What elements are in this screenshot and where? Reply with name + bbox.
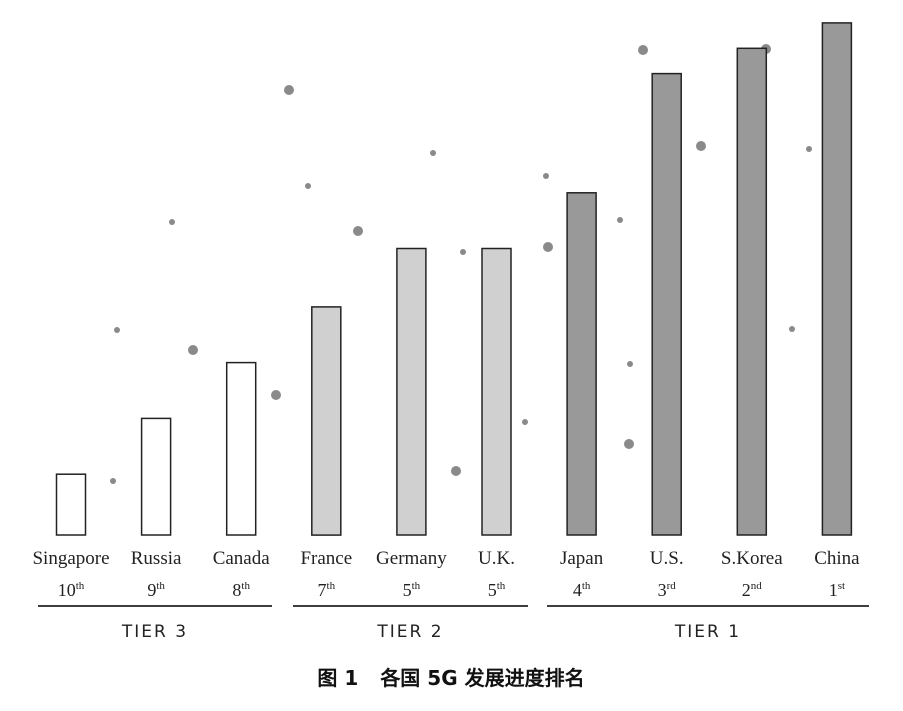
bar-canada (225, 361, 257, 536)
bar-germany (396, 247, 427, 536)
decorative-dot (451, 466, 461, 476)
caption-text: 各国 5G 发展进度排名 (379, 666, 584, 690)
bar-france (311, 306, 342, 536)
decorative-dot (460, 249, 466, 255)
country-label: France (300, 548, 352, 569)
decorative-dot (169, 219, 175, 225)
country-labels: Singapore Russia Canada France Germany U.K. Ja… (32, 548, 860, 569)
tier-label: TIER 2 (376, 622, 443, 642)
bar-series (55, 22, 853, 536)
decorative-dot (543, 242, 553, 252)
decorative-dots (110, 44, 812, 484)
tier-labels: TIER 3 TIER 2 TIER 1 (121, 622, 741, 642)
country-label: Russia (131, 548, 182, 569)
tier-label: TIER 3 (121, 622, 188, 642)
rank-label: 2nd (742, 580, 763, 600)
decorative-dot (627, 361, 633, 367)
decorative-dot (110, 478, 116, 484)
country-label: Japan (560, 548, 604, 569)
rank-label: 5th (403, 580, 421, 600)
decorative-dot (353, 226, 363, 236)
bar-uk (481, 247, 512, 536)
decorative-dot (430, 150, 436, 156)
decorative-dot (624, 439, 634, 449)
decorative-dot (806, 146, 812, 152)
bar-skorea (736, 47, 768, 536)
rank-label: 1st (829, 580, 845, 600)
decorative-dot (789, 326, 795, 332)
country-label: Germany (376, 548, 447, 569)
bar-russia (140, 417, 172, 536)
decorative-dot (271, 390, 281, 400)
tier-label: TIER 1 (674, 622, 741, 642)
figure-caption: 图 1 各国 5G 发展进度排名 (317, 666, 584, 690)
decorative-dot (696, 141, 706, 151)
rank-label: 5th (488, 580, 506, 600)
rank-label: 8th (232, 580, 250, 600)
bar-us (651, 72, 682, 536)
rank-label: 9th (147, 580, 165, 600)
rank-label: 10th (58, 580, 85, 600)
rank-label: 7th (318, 580, 336, 600)
decorative-dot (188, 345, 198, 355)
bar-japan (566, 192, 597, 536)
decorative-dot (522, 419, 528, 425)
rank-label: 3rd (658, 580, 677, 600)
country-label: U.S. (650, 548, 684, 569)
decorative-dot (114, 327, 120, 333)
figure-number: 图 1 (317, 666, 358, 690)
decorative-dot (638, 45, 648, 55)
country-label: Singapore (32, 548, 109, 569)
rank-labels: 10th 9th 8th 7th 5th 5th 4th 3rd 2nd 1st (58, 580, 845, 600)
country-label: S.Korea (721, 548, 783, 569)
country-label: U.K. (478, 548, 515, 569)
decorative-dot (543, 173, 549, 179)
country-label: China (814, 548, 860, 569)
bar-china (821, 22, 853, 536)
decorative-dot (284, 85, 294, 95)
bar-singapore (55, 473, 87, 536)
decorative-dot (617, 217, 623, 223)
country-label: Canada (213, 548, 271, 569)
decorative-dot (305, 183, 311, 189)
rank-label: 4th (573, 580, 591, 600)
